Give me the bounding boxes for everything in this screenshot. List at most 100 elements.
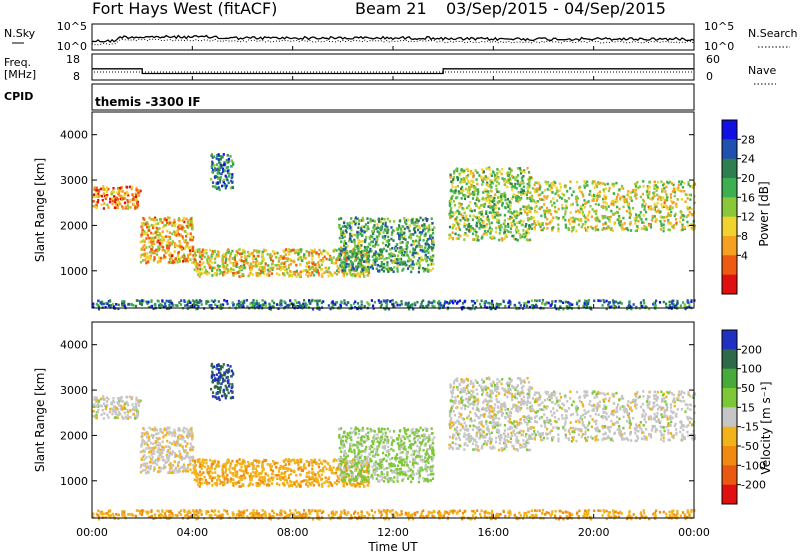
velocity-cell [148,451,150,454]
power-cell [532,199,534,202]
power-cell [521,170,523,173]
colorbar-swatch [722,255,737,275]
power-cell [285,253,287,256]
power-cell [161,238,163,241]
power-cell [670,193,672,196]
power-cell [396,258,398,261]
velocity-cell [177,436,179,439]
power-cell [584,302,586,305]
power-cell [185,218,187,221]
power-cell [177,252,179,255]
velocity-cell [161,451,163,454]
power-cell [455,197,457,200]
power-cell [507,204,509,207]
power-cell [457,185,459,188]
power-cell [424,268,426,271]
power-cell [454,204,456,207]
power-cell [353,251,355,254]
power-cell [272,250,274,253]
power-cell [416,245,418,248]
power-cell [643,214,645,217]
power-cell [651,219,653,222]
power-cell [311,271,313,274]
velocity-cell [204,466,206,469]
power-cell [472,176,474,179]
power-cell [618,188,620,191]
velocity-cell [211,484,213,487]
power-cell [584,186,586,189]
power-cell [219,179,221,182]
power-cell [318,253,320,256]
power-cell [224,273,226,276]
velocity-cell [190,433,192,436]
power-cell [204,266,206,269]
velocity-cell [163,459,165,462]
power-cell [604,227,606,230]
velocity-cell [318,466,320,469]
power-cell [174,234,176,237]
nsearch-label: N.Search [748,27,798,40]
power-cell [218,305,220,308]
power-cell [455,169,457,172]
power-cell [143,248,145,251]
power-cell [335,249,337,252]
power-cell [351,274,353,277]
power-cell [341,236,343,239]
power-cell [367,269,369,272]
velocity-cell [119,413,121,416]
power-cell [211,274,213,277]
power-cell [106,186,108,189]
power-cell [370,241,372,244]
power-cell [425,233,427,236]
power-cell [539,299,541,302]
power-cell [419,236,421,239]
power-cell [520,181,522,184]
power-cell [124,197,126,200]
power-cell [336,273,338,276]
power-cell [565,204,567,207]
power-cell [115,303,117,306]
power-cell [472,304,474,307]
power-cell [199,264,201,267]
velocity-cell [154,446,156,449]
velocity-cell [363,485,365,488]
power-cell [587,214,589,217]
power-cell [391,233,393,236]
velocity-cell [285,463,287,466]
power-cell [249,303,251,306]
power-cell [481,237,483,240]
power-cell [158,245,160,248]
power-cell [526,208,528,211]
power-cell [646,194,648,197]
power-cell [255,249,257,252]
power-cell [426,219,428,222]
power-cell [176,231,178,234]
velocity-cell [169,432,171,435]
power-cell [242,273,244,276]
power-cell [621,302,623,305]
power-cell [243,301,245,304]
power-cell [357,234,359,237]
velocity-cell [133,413,135,416]
power-cell [578,218,580,221]
power-cell [159,232,161,235]
power-cell [225,255,227,258]
velocity-cell [169,441,171,444]
power-cell [122,197,124,200]
power-cell [125,206,127,209]
power-cell [664,220,666,223]
power-cell [186,232,188,235]
power-cell [525,302,527,305]
power-cell [140,256,142,259]
power-cell [279,257,281,260]
velocity-cell [101,405,103,408]
power-cell [401,254,403,257]
power-cell [623,228,625,231]
power-cell [648,206,650,209]
power-cell [605,188,607,191]
power-cell [593,199,595,202]
power-cell [145,262,147,265]
power-cell [534,181,536,184]
power-cell [295,264,297,267]
power-cell [219,189,221,192]
